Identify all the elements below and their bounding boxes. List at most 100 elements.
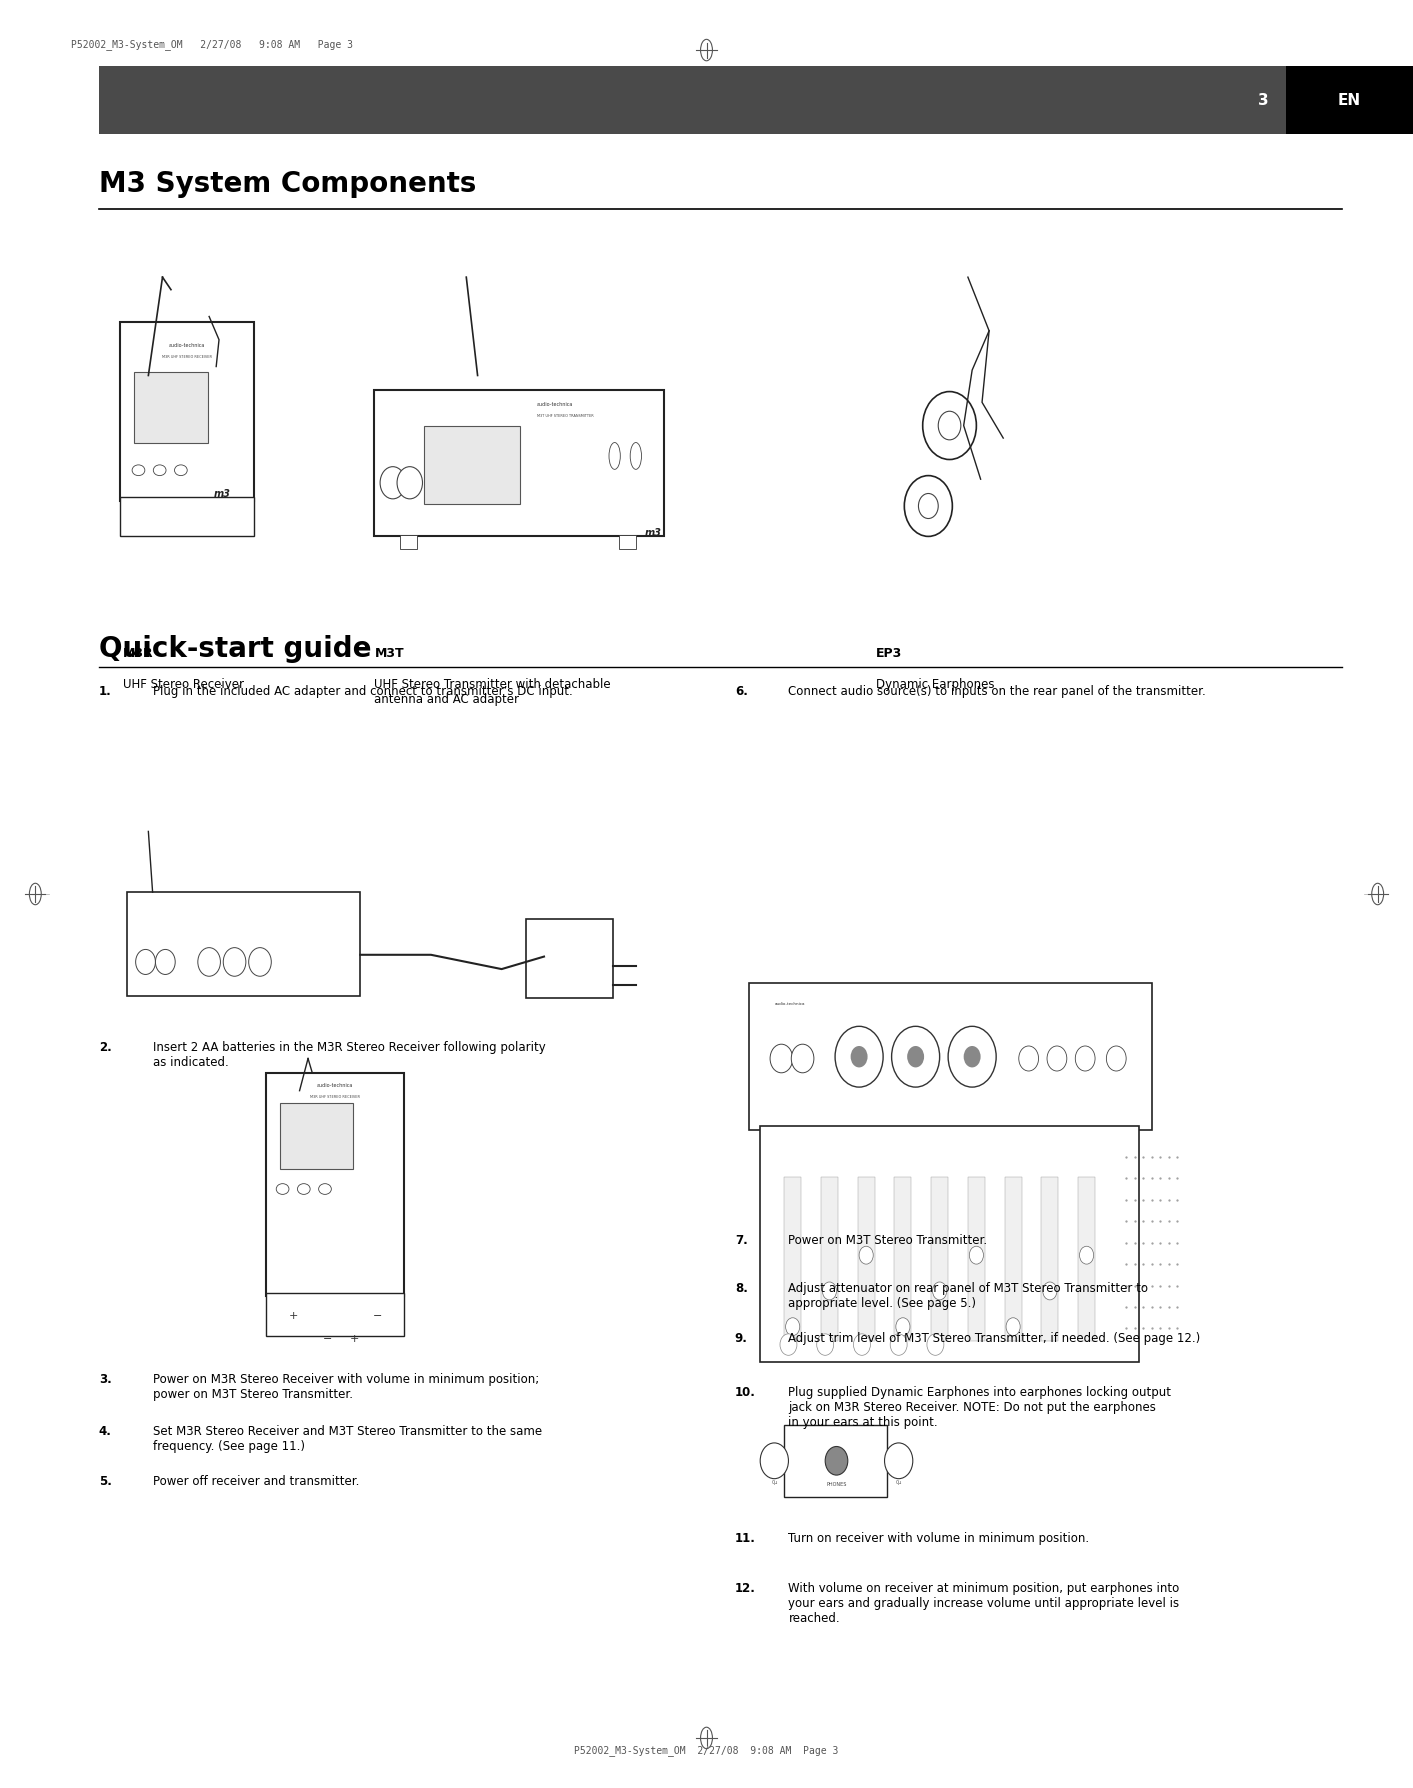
Ellipse shape [319,1184,331,1194]
Text: m3: m3 [644,529,661,538]
Bar [127,892,360,996]
Circle shape [885,1443,913,1479]
Bar [120,322,254,501]
Bar [760,1126,1139,1362]
Text: Power on M3R Stereo Receiver with volume in minimum position;
power on M3T Stere: Power on M3R Stereo Receiver with volume… [153,1373,538,1402]
Text: −: − [373,1311,382,1321]
Text: 9.: 9. [735,1332,747,1345]
Text: P52002_M3-System_OM  2/27/08  9:08 AM  Page 3: P52002_M3-System_OM 2/27/08 9:08 AM Page… [574,1745,839,1756]
Circle shape [851,1046,868,1067]
Circle shape [923,392,976,460]
Circle shape [223,948,246,976]
Bar [1078,1177,1095,1341]
Circle shape [969,1246,983,1264]
Circle shape [1075,1046,1095,1071]
Ellipse shape [630,443,642,470]
Text: 1.: 1. [99,685,112,697]
Text: Turn on receiver with volume in minimum position.: Turn on receiver with volume in minimum … [788,1532,1089,1545]
Text: PHONES: PHONES [827,1482,846,1488]
Text: 4.: 4. [99,1425,112,1438]
Text: 0μ: 0μ [771,1480,777,1486]
Circle shape [904,476,952,536]
Circle shape [964,1046,981,1067]
Circle shape [397,467,422,499]
Bar [968,1177,985,1341]
Ellipse shape [609,443,620,470]
Circle shape [380,467,406,499]
Text: M3T: M3T [374,647,404,660]
Circle shape [786,1318,800,1336]
Bar [749,983,1152,1130]
Bar [374,390,664,536]
Circle shape [890,1334,907,1355]
Text: UHF Stereo Transmitter with detachable
antenna and AC adapter: UHF Stereo Transmitter with detachable a… [374,678,610,706]
Circle shape [198,948,220,976]
Bar [280,1103,353,1169]
Circle shape [760,1443,788,1479]
Text: EN: EN [1338,93,1361,107]
Bar [784,1425,887,1497]
Bar [931,1177,948,1341]
Circle shape [249,948,271,976]
Circle shape [780,1334,797,1355]
Text: 10.: 10. [735,1386,756,1398]
Text: 3.: 3. [99,1373,112,1386]
Bar [134,372,208,443]
Circle shape [927,1334,944,1355]
Bar [821,1177,838,1341]
Text: With volume on receiver at minimum position, put earphones into
your ears and gr: With volume on receiver at minimum posit… [788,1582,1180,1625]
Text: Power on M3T Stereo Transmitter.: Power on M3T Stereo Transmitter. [788,1234,988,1246]
Bar [1286,66,1413,134]
Circle shape [1047,1046,1067,1071]
Circle shape [155,949,175,974]
Text: Plug supplied Dynamic Earphones into earphones locking output
jack on M3R Stereo: Plug supplied Dynamic Earphones into ear… [788,1386,1171,1429]
Text: Dynamic Earphones: Dynamic Earphones [876,678,995,690]
Circle shape [1043,1282,1057,1300]
Bar [266,1073,404,1296]
Ellipse shape [175,465,187,476]
Bar [99,66,1286,134]
Text: 11.: 11. [735,1532,756,1545]
Text: 8.: 8. [735,1282,747,1295]
Bar [894,1177,911,1341]
Text: Power off receiver and transmitter.: Power off receiver and transmitter. [153,1475,359,1488]
Circle shape [1006,1318,1020,1336]
Bar [120,497,254,536]
Bar [858,1177,875,1341]
Text: 12.: 12. [735,1582,756,1595]
Text: Quick-start guide: Quick-start guide [99,635,372,663]
Text: Adjust attenuator on rear panel of M3T Stereo Transmitter to
appropriate level. : Adjust attenuator on rear panel of M3T S… [788,1282,1149,1311]
Circle shape [892,1026,940,1087]
Text: +: + [290,1311,298,1321]
Text: 6.: 6. [735,685,747,697]
Text: UHF Stereo Receiver: UHF Stereo Receiver [123,678,244,690]
Text: M3 System Components: M3 System Components [99,170,476,198]
Circle shape [136,949,155,974]
Text: audio-technica: audio-technica [537,402,574,408]
Text: Set M3R Stereo Receiver and M3T Stereo Transmitter to the same
frequency. (See p: Set M3R Stereo Receiver and M3T Stereo T… [153,1425,541,1454]
Text: Connect audio source(s) to inputs on the rear panel of the transmitter.: Connect audio source(s) to inputs on the… [788,685,1207,697]
Circle shape [770,1044,793,1073]
Text: M3R UHF STEREO RECEIVER: M3R UHF STEREO RECEIVER [309,1094,360,1100]
Bar [1005,1177,1022,1341]
Text: EP3: EP3 [876,647,903,660]
Circle shape [859,1246,873,1264]
Circle shape [1106,1046,1126,1071]
Text: Insert 2 AA batteries in the M3R Stereo Receiver following polarity
as indicated: Insert 2 AA batteries in the M3R Stereo … [153,1041,545,1069]
Text: M3T UHF STEREO TRANSMITTER: M3T UHF STEREO TRANSMITTER [537,413,593,418]
Text: +: + [350,1334,359,1345]
Text: −: − [324,1334,332,1345]
Text: audio-technica: audio-technica [317,1084,353,1089]
Bar [526,919,613,998]
Circle shape [822,1282,836,1300]
Text: M3R: M3R [123,647,154,660]
Text: 0μ: 0μ [896,1480,901,1486]
Circle shape [896,1318,910,1336]
Bar [424,426,520,504]
Text: audio-technica: audio-technica [774,1001,805,1007]
Text: 5.: 5. [99,1475,112,1488]
Circle shape [791,1044,814,1073]
Circle shape [948,1026,996,1087]
Bar [619,535,636,549]
Ellipse shape [277,1184,290,1194]
